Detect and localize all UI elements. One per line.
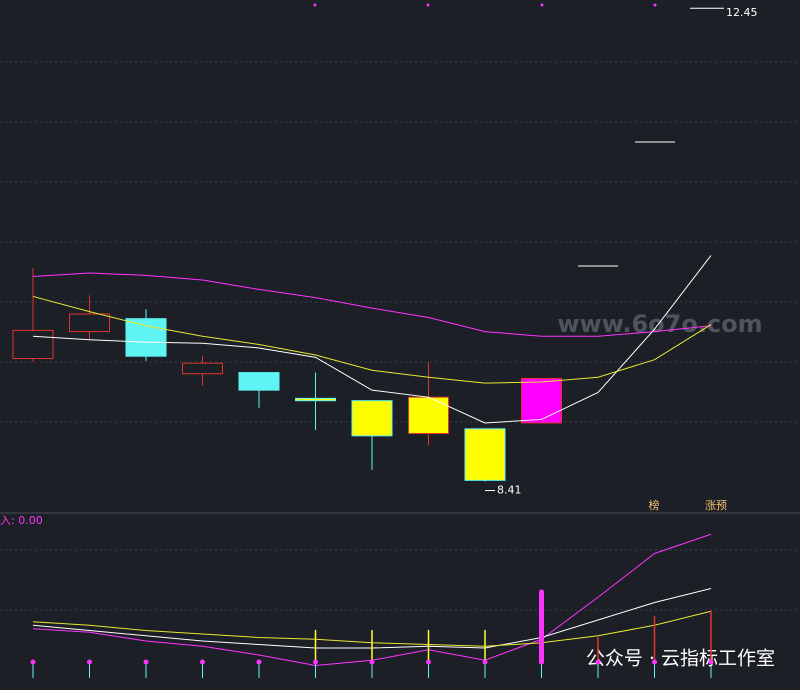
indicator-dot <box>539 659 544 665</box>
low-label: 8.41 <box>497 484 522 497</box>
high-label: 12.45 <box>726 6 758 19</box>
grid <box>0 61 800 611</box>
candle-body <box>12 329 54 360</box>
watermark: www.6o7o.com <box>557 310 762 338</box>
indicator-dot <box>313 659 318 665</box>
indicator-title: 入: 0.00 <box>0 514 43 527</box>
tag: 涨预 <box>705 499 727 512</box>
candle-body <box>238 372 280 391</box>
indicator-dot <box>200 659 205 665</box>
tag: 榜 <box>649 498 660 512</box>
candle-body <box>182 362 223 375</box>
indicator-dot <box>87 659 92 665</box>
candle-body <box>125 318 167 357</box>
marker <box>540 3 544 7</box>
candle-body <box>464 428 506 481</box>
candle-body <box>408 396 449 435</box>
indicator-dot <box>369 659 375 665</box>
line <box>32 295 712 384</box>
marker <box>426 3 430 7</box>
indicator-dot <box>652 659 657 665</box>
indicator-dot <box>143 659 149 665</box>
indicator-dot <box>482 659 488 665</box>
marker <box>313 3 317 7</box>
candle-body <box>521 377 562 424</box>
indicator-dot <box>595 659 601 665</box>
indicator-dot <box>256 659 262 665</box>
candle-body <box>351 400 393 437</box>
indicator-dot <box>708 659 714 665</box>
indicator-dot <box>426 659 431 665</box>
indicator-dot <box>30 659 36 665</box>
line <box>32 255 712 424</box>
line <box>32 272 712 337</box>
watermark: 公众号 · 云指标工作室 <box>586 648 775 670</box>
candle-body <box>295 397 336 402</box>
top-markers <box>313 3 657 7</box>
marker <box>653 3 657 7</box>
candle-body <box>69 313 110 333</box>
